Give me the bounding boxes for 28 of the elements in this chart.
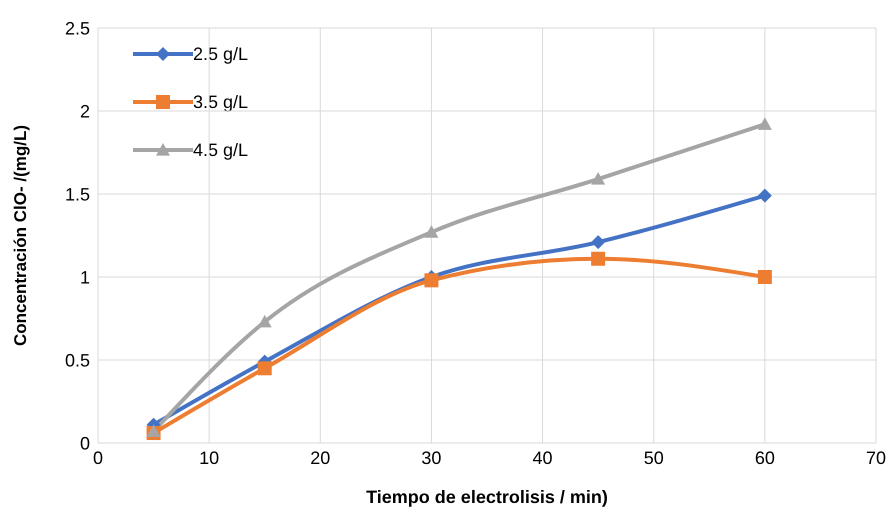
x-tick-label: 20 [310,448,330,468]
point [258,361,272,376]
point [591,252,606,266]
point [146,424,161,437]
x-axis-title: Tiempo de electrolisis / min) [366,487,608,507]
x-tick-label: 50 [644,448,664,468]
point [424,225,438,238]
legend-label: 2.5 g/L [193,44,248,64]
x-tick-label: 70 [866,448,886,468]
y-tick-label: 0.5 [64,350,90,370]
x-tick-label: 30 [421,448,442,468]
y-tick-label: 1.5 [64,184,90,204]
y-axis-title: Concentración ClO- /(mg/L) [11,125,30,346]
point [758,117,772,130]
point [758,188,772,203]
y-tick-label: 2.5 [64,18,90,38]
x-tick-label: 40 [532,448,553,468]
y-tick-label: 0 [80,433,90,454]
x-tick-label: 10 [199,448,220,468]
point [591,172,606,185]
x-tick-label: 0 [92,448,104,468]
point [424,273,438,288]
x-tick-label: 60 [754,448,775,468]
legend-label: 4.5 g/L [193,140,248,160]
point [758,270,772,284]
y-tick-label: 2 [80,101,90,122]
point [591,235,606,250]
y-tick-label: 1 [80,267,90,288]
